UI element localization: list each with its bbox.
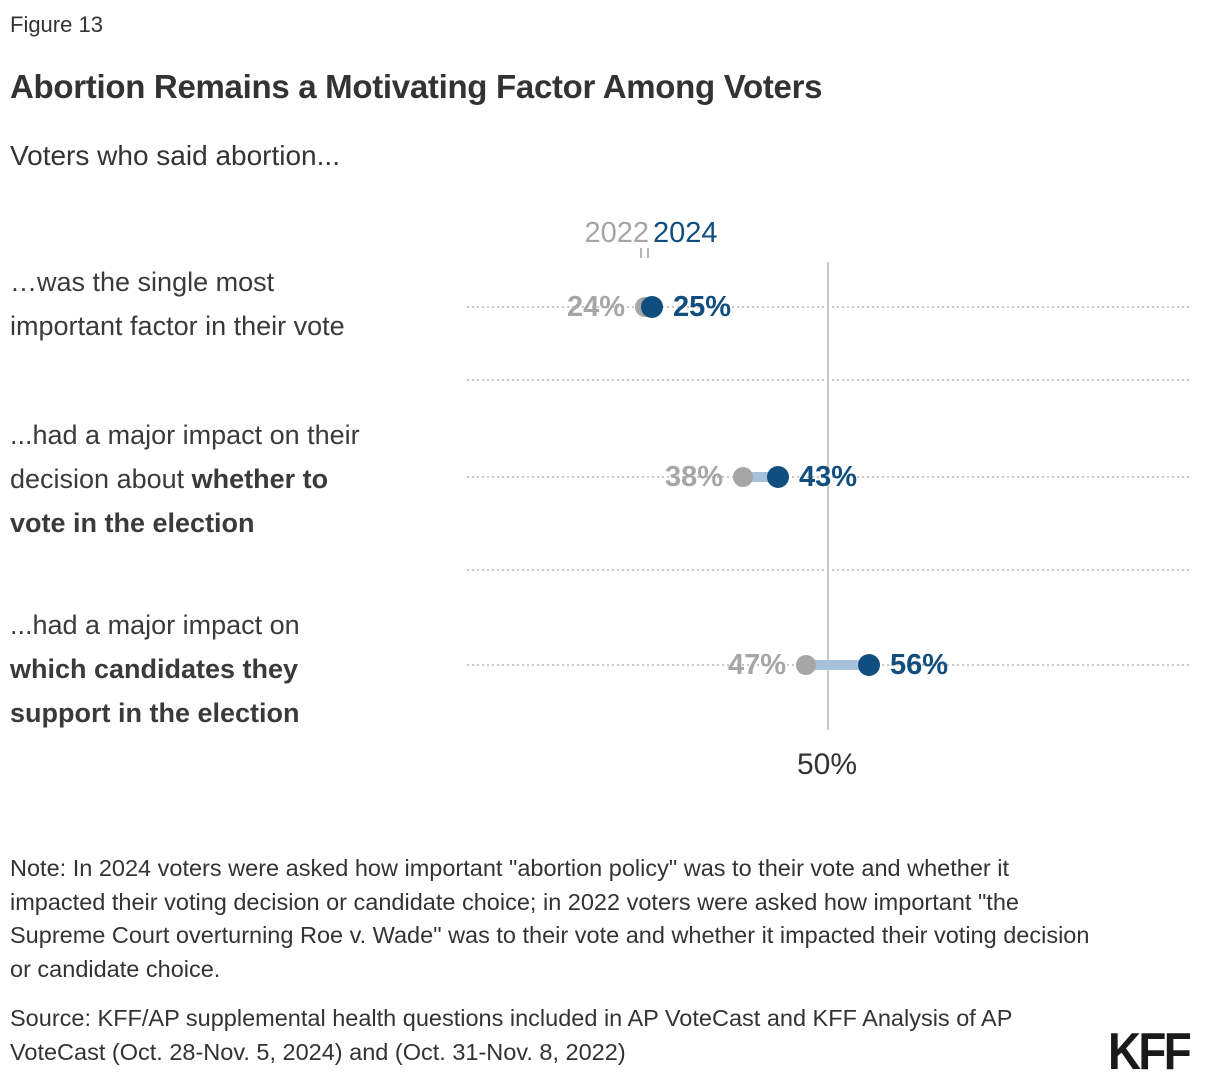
reference-line-50pct	[827, 262, 829, 730]
category-label-line: …was the single most	[10, 267, 275, 297]
legend-2024-label: 2024	[653, 217, 718, 249]
dot-2024	[858, 654, 880, 676]
chart-subtitle: Voters who said abortion...	[10, 140, 340, 171]
legend-tick-2024	[647, 248, 649, 258]
category-label: ...had a major impact on which candidates…	[10, 603, 475, 735]
category-label-line: support in the election	[10, 698, 300, 728]
dot-2024	[641, 296, 663, 318]
category-label-line: which candidates they	[10, 654, 299, 684]
connector-bar	[743, 472, 778, 482]
category-label: …was the single most important factor in …	[10, 260, 475, 348]
value-label-2024: 43%	[799, 461, 858, 493]
chart-title: Abortion Remains a Motivating Factor Amo…	[10, 68, 823, 105]
gridline	[467, 569, 1190, 571]
category-label-line: ...had a major impact on their	[10, 420, 360, 450]
value-label-2024: 56%	[890, 649, 949, 681]
gridline	[467, 476, 1190, 478]
legend-tick-2022	[640, 248, 642, 258]
note-text: Note: In 2024 voters were asked how impo…	[10, 855, 1090, 982]
dot-2024	[767, 466, 789, 488]
category-label: ...had a major impact on their decision a…	[10, 413, 475, 545]
source-text: Source: KFF/AP supplemental health quest…	[10, 1005, 1012, 1065]
kff-logo: KFF	[1108, 1023, 1192, 1080]
category-label-line: ...had a major impact on	[10, 610, 300, 640]
gridline	[467, 379, 1190, 381]
gridline	[467, 306, 1190, 308]
axis-tick-label: 50%	[796, 748, 858, 781]
category-label-line: important factor in their vote	[10, 311, 345, 341]
dot-2022	[796, 655, 816, 675]
value-label-2024: 25%	[673, 291, 732, 323]
value-label-2022: 24%	[566, 291, 625, 323]
category-label-line: vote in the election	[10, 508, 255, 538]
value-label-2022: 47%	[727, 649, 786, 681]
legend-2022-label: 2022	[584, 217, 649, 249]
category-label-line: decision about whether to	[10, 464, 329, 494]
connector-bar	[806, 660, 869, 670]
dot-2022	[733, 467, 753, 487]
value-label-2022: 38%	[664, 461, 723, 493]
figure-label: Figure 13	[10, 12, 103, 37]
